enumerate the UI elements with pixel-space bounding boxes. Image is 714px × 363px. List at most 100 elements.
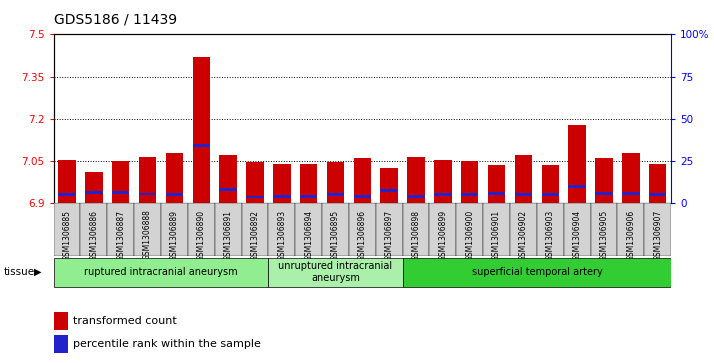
Text: GSM1306888: GSM1306888 — [143, 209, 152, 261]
FancyBboxPatch shape — [349, 203, 376, 256]
FancyBboxPatch shape — [268, 203, 295, 256]
Text: superficial temporal artery: superficial temporal artery — [471, 267, 603, 277]
Text: GDS5186 / 11439: GDS5186 / 11439 — [54, 13, 176, 27]
Bar — [488, 165, 506, 203]
Bar — [649, 193, 666, 196]
Text: GSM1306892: GSM1306892 — [251, 209, 259, 261]
Bar — [515, 155, 532, 203]
Text: ▶: ▶ — [34, 266, 42, 277]
Text: GSM1306887: GSM1306887 — [116, 209, 125, 261]
Bar — [622, 152, 640, 203]
FancyBboxPatch shape — [295, 203, 322, 256]
Bar — [327, 193, 344, 196]
FancyBboxPatch shape — [403, 203, 430, 256]
Bar — [595, 158, 613, 203]
Bar — [434, 160, 452, 203]
Bar — [515, 193, 532, 196]
Text: GSM1306893: GSM1306893 — [277, 209, 286, 261]
FancyBboxPatch shape — [430, 203, 456, 256]
Text: GSM1306897: GSM1306897 — [385, 209, 393, 261]
Text: GSM1306905: GSM1306905 — [600, 209, 608, 261]
Bar — [622, 192, 640, 195]
Text: GSM1306895: GSM1306895 — [331, 209, 340, 261]
Bar — [246, 163, 263, 203]
FancyBboxPatch shape — [215, 203, 241, 256]
Text: GSM1306898: GSM1306898 — [411, 209, 421, 261]
FancyBboxPatch shape — [618, 203, 644, 256]
Text: GSM1306885: GSM1306885 — [63, 209, 71, 261]
FancyBboxPatch shape — [564, 203, 590, 256]
Bar — [54, 335, 68, 354]
FancyBboxPatch shape — [456, 203, 483, 256]
Bar — [112, 161, 129, 203]
Text: percentile rank within the sample: percentile rank within the sample — [74, 339, 261, 350]
Bar — [568, 185, 586, 188]
Bar — [353, 195, 371, 197]
Text: GSM1306901: GSM1306901 — [492, 209, 501, 261]
FancyBboxPatch shape — [644, 203, 671, 256]
Bar — [407, 157, 425, 203]
FancyBboxPatch shape — [590, 203, 618, 256]
Bar — [595, 192, 613, 195]
Text: GSM1306891: GSM1306891 — [223, 209, 233, 261]
Text: transformed count: transformed count — [74, 316, 177, 326]
FancyBboxPatch shape — [134, 203, 161, 256]
Bar — [219, 155, 237, 203]
FancyBboxPatch shape — [268, 258, 403, 287]
FancyBboxPatch shape — [54, 203, 81, 256]
Bar — [568, 125, 586, 203]
Bar — [434, 193, 452, 196]
Text: GSM1306902: GSM1306902 — [519, 209, 528, 261]
Text: ruptured intracranial aneurysm: ruptured intracranial aneurysm — [84, 267, 238, 277]
Bar — [85, 191, 103, 194]
FancyBboxPatch shape — [483, 203, 510, 256]
Bar — [59, 193, 76, 196]
FancyBboxPatch shape — [376, 203, 403, 256]
Text: GSM1306899: GSM1306899 — [438, 209, 448, 261]
FancyBboxPatch shape — [322, 203, 349, 256]
FancyBboxPatch shape — [188, 203, 215, 256]
FancyBboxPatch shape — [54, 258, 268, 287]
Text: GSM1306889: GSM1306889 — [170, 209, 179, 261]
Bar — [381, 168, 398, 203]
Bar — [407, 195, 425, 197]
Text: GSM1306903: GSM1306903 — [545, 209, 555, 261]
Text: GSM1306900: GSM1306900 — [466, 209, 474, 261]
Bar — [300, 195, 318, 197]
Text: GSM1306890: GSM1306890 — [197, 209, 206, 261]
Bar — [542, 193, 559, 196]
Text: GSM1306894: GSM1306894 — [304, 209, 313, 261]
Bar — [139, 193, 156, 195]
Bar — [300, 164, 318, 203]
Bar — [649, 164, 666, 203]
Text: unruptured intracranial
aneurysm: unruptured intracranial aneurysm — [278, 261, 393, 283]
FancyBboxPatch shape — [403, 258, 671, 287]
Bar — [381, 189, 398, 192]
FancyBboxPatch shape — [510, 203, 537, 256]
Text: tissue: tissue — [4, 266, 35, 277]
Text: GSM1306896: GSM1306896 — [358, 209, 367, 261]
FancyBboxPatch shape — [107, 203, 134, 256]
Bar — [542, 165, 559, 203]
FancyBboxPatch shape — [81, 203, 107, 256]
Bar — [246, 196, 263, 199]
FancyBboxPatch shape — [241, 203, 268, 256]
FancyBboxPatch shape — [161, 203, 188, 256]
Text: GSM1306907: GSM1306907 — [653, 209, 662, 261]
Bar — [54, 312, 68, 330]
Bar — [112, 191, 129, 194]
Bar — [273, 195, 291, 197]
Bar — [488, 192, 506, 195]
Text: GSM1306904: GSM1306904 — [573, 209, 582, 261]
Bar — [273, 164, 291, 203]
Bar — [166, 193, 183, 196]
FancyBboxPatch shape — [537, 203, 564, 256]
Bar — [166, 152, 183, 203]
Text: GSM1306906: GSM1306906 — [626, 209, 635, 261]
Bar — [59, 160, 76, 203]
Bar — [461, 161, 478, 203]
Bar — [85, 172, 103, 203]
Bar — [139, 157, 156, 203]
Bar — [461, 193, 478, 196]
Bar — [193, 144, 210, 147]
